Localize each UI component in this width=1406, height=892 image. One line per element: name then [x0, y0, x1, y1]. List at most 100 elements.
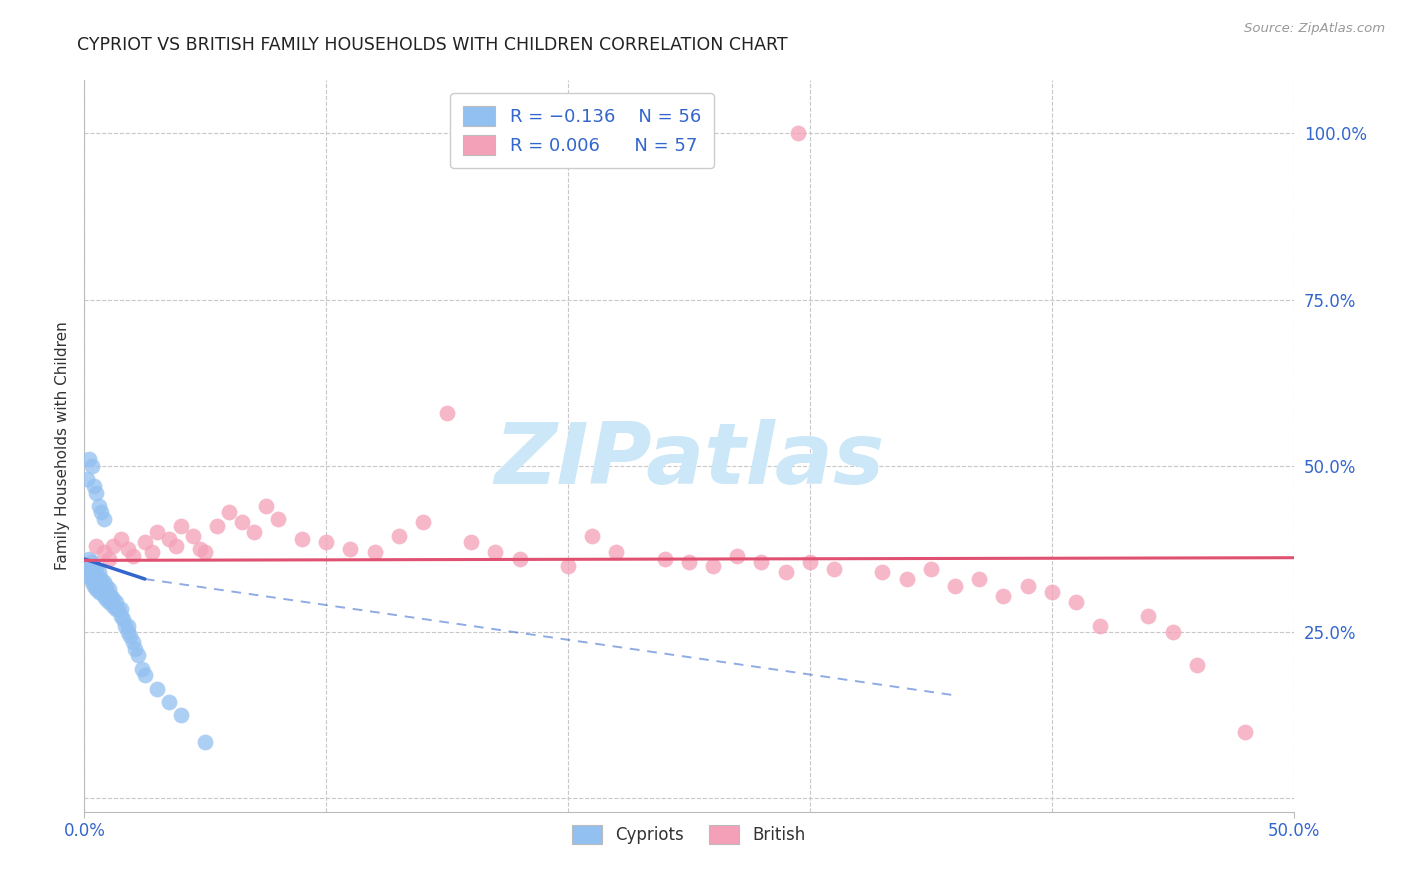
Point — [100, 589, 122, 603]
Point — [190, 542, 212, 557]
Point — [170, 518, 193, 533]
Point — [94, 585, 117, 599]
Point — [920, 562, 942, 576]
Point — [509, 552, 531, 566]
Point — [86, 575, 108, 590]
Point — [77, 566, 100, 580]
Point — [103, 599, 125, 613]
Point — [87, 499, 110, 513]
Point — [114, 618, 136, 632]
Point — [1185, 658, 1208, 673]
Point — [725, 549, 748, 563]
Point — [1017, 579, 1039, 593]
Point — [100, 595, 122, 609]
Point — [1161, 625, 1184, 640]
Point — [97, 582, 120, 596]
Point — [104, 595, 127, 609]
Point — [872, 566, 894, 580]
Point — [134, 535, 156, 549]
Point — [97, 589, 120, 603]
Point — [207, 518, 229, 533]
Point — [124, 641, 146, 656]
Point — [93, 575, 115, 590]
Point — [388, 529, 411, 543]
Point — [80, 458, 103, 473]
Point — [117, 625, 139, 640]
Point — [702, 558, 724, 573]
Point — [76, 562, 98, 576]
Point — [146, 525, 169, 540]
Point — [194, 735, 217, 749]
Point — [121, 549, 143, 563]
Point — [363, 545, 385, 559]
Point — [412, 516, 434, 530]
Point — [93, 589, 115, 603]
Point — [1234, 725, 1257, 739]
Point — [267, 512, 290, 526]
Point — [80, 575, 103, 590]
Point — [775, 566, 797, 580]
Point — [581, 529, 603, 543]
Point — [93, 545, 115, 559]
Point — [254, 499, 277, 513]
Point — [83, 479, 105, 493]
Point — [94, 579, 117, 593]
Point — [605, 545, 627, 559]
Point — [86, 539, 108, 553]
Point — [157, 695, 180, 709]
Point — [87, 572, 110, 586]
Point — [146, 681, 169, 696]
Point — [77, 558, 100, 573]
Point — [141, 545, 163, 559]
Point — [93, 512, 115, 526]
Point — [87, 579, 110, 593]
Point — [83, 579, 105, 593]
Point — [170, 708, 193, 723]
Point — [678, 555, 700, 569]
Y-axis label: Family Households with Children: Family Households with Children — [55, 322, 70, 570]
Point — [242, 525, 264, 540]
Point — [87, 585, 110, 599]
Point — [967, 572, 990, 586]
Point — [315, 535, 337, 549]
Point — [1137, 608, 1160, 623]
Point — [103, 591, 125, 606]
Point — [76, 568, 98, 582]
Point — [110, 608, 132, 623]
Point — [654, 552, 676, 566]
Point — [117, 542, 139, 557]
Point — [83, 566, 105, 580]
Point — [83, 572, 105, 586]
Point — [90, 585, 112, 599]
Point — [157, 532, 180, 546]
Point — [460, 535, 482, 549]
Point — [194, 545, 217, 559]
Text: ZIPatlas: ZIPatlas — [494, 419, 884, 502]
Point — [127, 648, 149, 663]
Point — [90, 579, 112, 593]
Point — [943, 579, 966, 593]
Point — [104, 602, 127, 616]
Point — [436, 406, 458, 420]
Point — [1064, 595, 1087, 609]
Legend: Cypriots, British: Cypriots, British — [565, 818, 813, 851]
Point — [1040, 585, 1063, 599]
Point — [97, 552, 120, 566]
Point — [86, 485, 108, 500]
Point — [120, 628, 142, 642]
Point — [181, 529, 204, 543]
Point — [80, 562, 103, 576]
Text: CYPRIOT VS BRITISH FAMILY HOUSEHOLDS WITH CHILDREN CORRELATION CHART: CYPRIOT VS BRITISH FAMILY HOUSEHOLDS WIT… — [77, 36, 787, 54]
Point — [76, 472, 98, 486]
Point — [80, 555, 103, 569]
Point — [218, 506, 240, 520]
Point — [77, 552, 100, 566]
Point — [993, 589, 1015, 603]
Text: Source: ZipAtlas.com: Source: ZipAtlas.com — [1244, 22, 1385, 36]
Point — [121, 635, 143, 649]
Point — [165, 539, 187, 553]
Point — [110, 602, 132, 616]
Point — [1088, 618, 1111, 632]
Point — [90, 572, 112, 586]
Point — [896, 572, 918, 586]
